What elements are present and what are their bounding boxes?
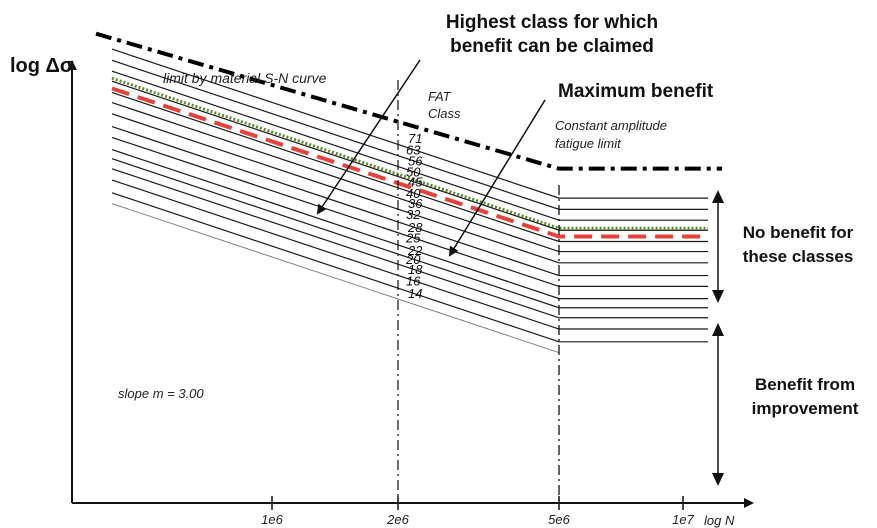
fat-label-45: 45 (408, 175, 423, 190)
fat-label-36: 36 (408, 196, 423, 211)
benefit-arrow-top (712, 323, 724, 336)
material-limit-line (95, 31, 722, 171)
benefit-label-line1: Benefit from (755, 375, 855, 394)
fat-label-56: 56 (408, 154, 423, 169)
fat-header-line2: Class (428, 106, 461, 121)
fat-label-14: 14 (408, 286, 422, 301)
fat-line-lowest (111, 203, 560, 354)
fat-label-20: 20 (405, 252, 421, 267)
no-benefit-label-line2: these classes (743, 247, 854, 266)
fat-label-16: 16 (406, 273, 421, 288)
fat-label-18: 18 (408, 262, 423, 277)
highest-class-label-line2: benefit can be claimed (450, 36, 654, 57)
fat-line-28 (111, 125, 708, 277)
y-axis-label: log Δσ (10, 55, 74, 77)
x-tick-label-1e7: 1e7 (672, 512, 694, 527)
no-benefit-label-line1: No benefit for (743, 223, 854, 242)
constant-amplitude-label-line1: Constant amplitude (555, 118, 667, 133)
no-benefit-arrow-top (712, 190, 724, 203)
fat-label-22: 22 (407, 243, 423, 258)
fat-label-63: 63 (406, 142, 421, 157)
material-limit-label: limit by material S-N curve (163, 70, 327, 86)
no-benefit-arrow-bottom (712, 290, 724, 303)
x-tick-label-5e6: 5e6 (548, 512, 570, 527)
fat-label-71: 71 (408, 131, 422, 146)
highest-class-arrow (316, 59, 421, 215)
x-tick-label-1e6: 1e6 (261, 512, 283, 527)
fat-header-line1: FAT (428, 89, 452, 104)
fat-label-28: 28 (407, 220, 423, 235)
x-axis-label: log N (704, 513, 735, 528)
benefit-label-line2: improvement (752, 399, 859, 418)
fat-label-32: 32 (406, 207, 421, 222)
x-ticks: 1e6 2e6 5e6 1e7 (261, 496, 695, 527)
x-tick-label-2e6: 2e6 (386, 512, 409, 527)
fat-line-40 (111, 91, 708, 243)
fat-line-22 (111, 149, 708, 300)
max-benefit-arrow (448, 99, 546, 257)
special-lines (95, 31, 722, 239)
benefit-arrow-bottom (712, 473, 724, 486)
fat-line-18 (111, 168, 708, 319)
max-benefit-line (111, 76, 708, 230)
fat-label-50: 50 (406, 165, 421, 180)
highest-class-line (111, 86, 708, 239)
fat-label-25: 25 (405, 231, 421, 246)
fat-line-32 (111, 113, 708, 264)
highest-class-label-line1: Highest class for which (446, 12, 658, 33)
fat-label-40: 40 (406, 186, 421, 201)
fat-line-14 (111, 192, 708, 343)
constant-amplitude-label-line2: fatigue limit (555, 136, 622, 151)
slope-label: slope m = 3.00 (118, 386, 204, 401)
max-benefit-label: Maximum benefit (558, 81, 714, 102)
fat-line-63 (111, 48, 708, 199)
